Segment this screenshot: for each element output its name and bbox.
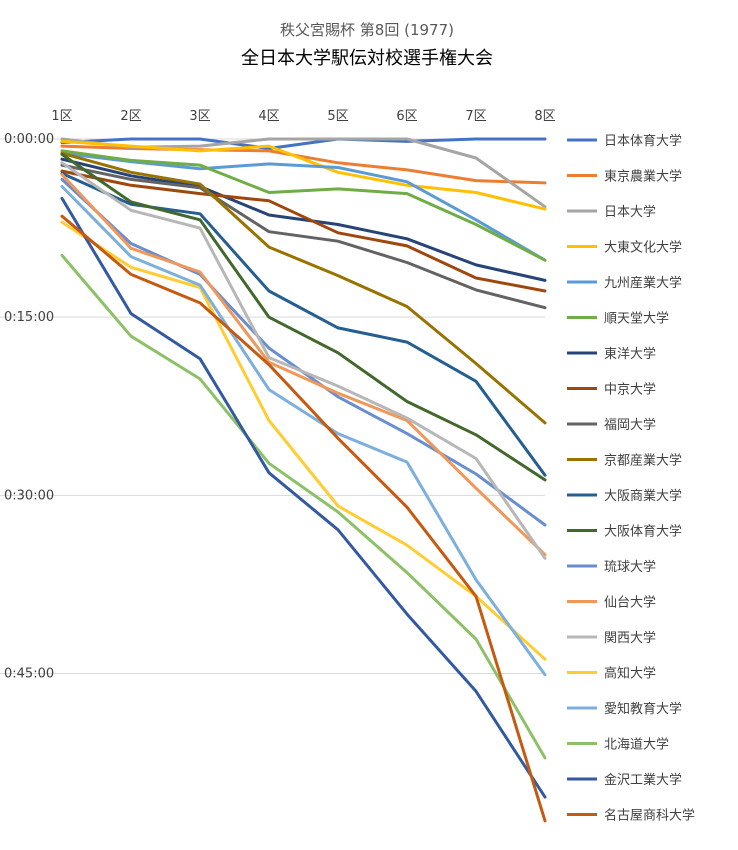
series-line-17 bbox=[60, 185, 547, 677]
legend-label: 金沢工業大学 bbox=[604, 772, 682, 788]
legend-label: 仙台大学 bbox=[604, 595, 656, 611]
x-tick-label: 1区 bbox=[51, 109, 72, 124]
legend-label: 大阪体育大学 bbox=[604, 524, 682, 540]
x-tick-label: 3区 bbox=[189, 109, 210, 124]
legend-label: 順天堂大学 bbox=[604, 311, 669, 327]
legend-label: 琉球大学 bbox=[604, 559, 656, 575]
legend-label: 大阪商業大学 bbox=[604, 488, 682, 504]
series-line-20 bbox=[60, 214, 547, 823]
series-line-5 bbox=[60, 151, 547, 262]
series-line-19 bbox=[60, 196, 547, 799]
y-axis-ticks: 0:00:00 0:15:00 0:30:00 0:45:00 bbox=[4, 132, 54, 682]
series-line-18 bbox=[60, 253, 547, 760]
legend-label: 京都産業大学 bbox=[604, 453, 682, 469]
x-tick-label: 8区 bbox=[534, 109, 555, 124]
series-line-4 bbox=[60, 139, 547, 211]
legend-label: 名古屋商科大学 bbox=[604, 808, 695, 824]
legend-label: 九州産業大学 bbox=[604, 275, 682, 291]
legend-label: 関西大学 bbox=[604, 630, 656, 646]
y-tick-label: 0:00:00 bbox=[4, 132, 54, 147]
series-lines bbox=[60, 137, 547, 823]
legend-label: 愛知教育大学 bbox=[604, 701, 682, 717]
series-line-15 bbox=[60, 161, 547, 560]
series-line-1 bbox=[60, 137, 547, 150]
series-line-9 bbox=[60, 163, 547, 310]
chart-title: 全日本大学駅伝対校選手権大会 bbox=[241, 48, 493, 69]
legend-label: 北海道大学 bbox=[604, 737, 669, 753]
y-tick-label: 0:15:00 bbox=[4, 310, 54, 325]
y-tick-label: 0:30:00 bbox=[4, 488, 54, 503]
series-line-16 bbox=[60, 220, 547, 661]
legend-label: 東京農業大学 bbox=[604, 169, 682, 185]
legend-label: 中京大学 bbox=[604, 382, 656, 398]
x-tick-label: 5区 bbox=[327, 109, 348, 124]
series-line-2 bbox=[60, 144, 547, 185]
series-line-12 bbox=[60, 152, 547, 482]
legend-label: 日本大学 bbox=[604, 204, 656, 220]
series-line-13 bbox=[60, 177, 547, 527]
legend-label: 高知大学 bbox=[604, 666, 656, 682]
legend-label: 東洋大学 bbox=[604, 346, 656, 362]
x-tick-label: 6区 bbox=[396, 109, 417, 124]
series-line-8 bbox=[60, 169, 547, 293]
x-tick-label: 4区 bbox=[258, 109, 279, 124]
legend: 日本体育大学東京農業大学日本大学大東文化大学九州産業大学順天堂大学東洋大学中京大… bbox=[567, 133, 695, 824]
legend-label: 福岡大学 bbox=[604, 417, 656, 433]
series-line-14 bbox=[60, 173, 547, 557]
legend-label: 日本体育大学 bbox=[604, 133, 682, 149]
x-axis-ticks: 1区 2区 3区 4区 5区 6区 7区 8区 bbox=[51, 109, 555, 124]
legend-label: 大東文化大学 bbox=[604, 240, 682, 256]
series-line-6 bbox=[60, 149, 547, 262]
chart-subtitle: 秩父宮賜杯 第8回 (1977) bbox=[280, 21, 454, 39]
x-tick-label: 2区 bbox=[120, 109, 141, 124]
x-tick-label: 7区 bbox=[465, 109, 486, 124]
series-line-10 bbox=[60, 151, 547, 425]
y-tick-label: 0:45:00 bbox=[4, 667, 54, 682]
series-line-7 bbox=[60, 157, 547, 282]
